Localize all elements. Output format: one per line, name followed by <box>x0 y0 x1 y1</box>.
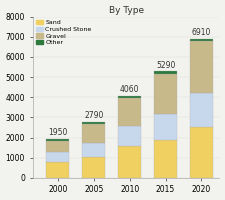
Bar <box>118 146 141 178</box>
Bar <box>46 141 69 152</box>
Text: 2790: 2790 <box>84 111 104 120</box>
Bar <box>118 96 141 98</box>
Text: 5290: 5290 <box>156 61 175 70</box>
Text: 4060: 4060 <box>120 85 140 94</box>
Bar <box>82 124 105 143</box>
Bar <box>154 114 177 140</box>
Legend: Sand, Crushed Stone, Gravel, Other: Sand, Crushed Stone, Gravel, Other <box>36 20 91 45</box>
Bar <box>190 41 213 93</box>
Text: 6910: 6910 <box>192 28 211 37</box>
Bar <box>46 152 69 162</box>
Bar <box>190 39 213 41</box>
Bar <box>82 122 105 124</box>
Bar <box>82 143 105 157</box>
Text: 1950: 1950 <box>48 128 68 137</box>
Bar <box>118 126 141 146</box>
Bar <box>190 93 213 127</box>
Bar <box>46 139 69 141</box>
Bar <box>118 98 141 126</box>
Bar <box>190 127 213 178</box>
Bar <box>82 157 105 178</box>
Title: By Type: By Type <box>108 6 144 15</box>
Bar <box>154 74 177 114</box>
Bar <box>154 71 177 74</box>
Bar <box>46 162 69 178</box>
Bar <box>154 140 177 178</box>
